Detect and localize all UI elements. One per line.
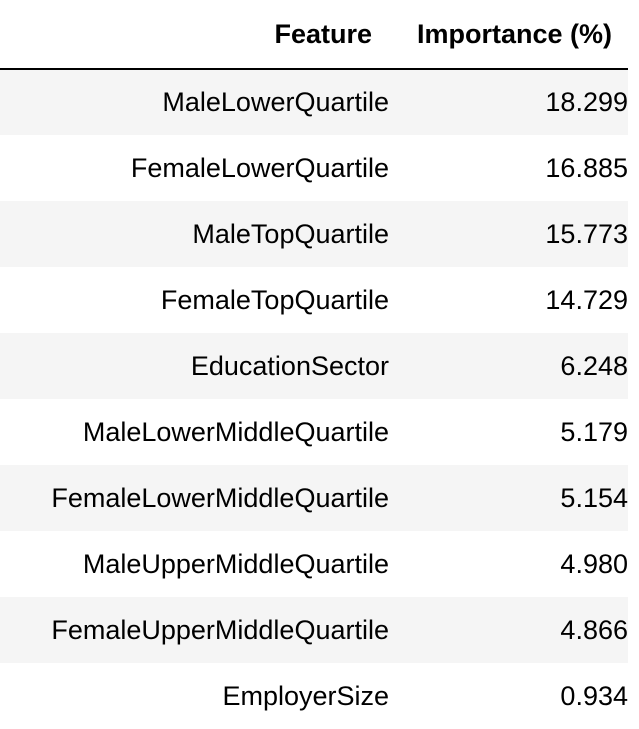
importance-cell: 5.179 — [389, 399, 628, 465]
table-row: EmployerSize 0.934 — [0, 663, 628, 729]
importance-cell: 16.885 — [389, 135, 628, 201]
importance-cell: 6.248 — [389, 333, 628, 399]
feature-cell: FemaleLowerQuartile — [0, 135, 389, 201]
table-row: MaleLowerMiddleQuartile 5.179 — [0, 399, 628, 465]
table-row: FemaleUpperMiddleQuartile 4.866 — [0, 597, 628, 663]
feature-cell: EmployerSize — [0, 663, 389, 729]
feature-cell: EducationSector — [0, 333, 389, 399]
table-row: MaleUpperMiddleQuartile 4.980 — [0, 531, 628, 597]
header-importance: Importance (%) — [389, 0, 628, 70]
feature-cell: MaleLowerQuartile — [0, 69, 389, 135]
importance-cell: 0.934 — [389, 663, 628, 729]
feature-cell: MaleTopQuartile — [0, 201, 389, 267]
feature-cell: MaleLowerMiddleQuartile — [0, 399, 389, 465]
header-row: Feature Importance (%) — [0, 0, 628, 70]
importance-cell: 15.773 — [389, 201, 628, 267]
header-feature: Feature — [0, 0, 389, 70]
table-body: MaleLowerQuartile 18.299 FemaleLowerQuar… — [0, 69, 628, 729]
importance-cell: 5.154 — [389, 465, 628, 531]
table-row: MaleLowerQuartile 18.299 — [0, 69, 628, 135]
table-row: FemaleTopQuartile 14.729 — [0, 267, 628, 333]
importance-cell: 14.729 — [389, 267, 628, 333]
importance-cell: 4.980 — [389, 531, 628, 597]
feature-cell: MaleUpperMiddleQuartile — [0, 531, 389, 597]
table-row: MaleTopQuartile 15.773 — [0, 201, 628, 267]
feature-cell: FemaleTopQuartile — [0, 267, 389, 333]
table-row: FemaleLowerQuartile 16.885 — [0, 135, 628, 201]
importance-cell: 4.866 — [389, 597, 628, 663]
table-row: EducationSector 6.248 — [0, 333, 628, 399]
importance-cell: 18.299 — [389, 69, 628, 135]
table-row: FemaleLowerMiddleQuartile 5.154 — [0, 465, 628, 531]
feature-cell: FemaleUpperMiddleQuartile — [0, 597, 389, 663]
table-header: Feature Importance (%) — [0, 0, 628, 70]
feature-cell: FemaleLowerMiddleQuartile — [0, 465, 389, 531]
